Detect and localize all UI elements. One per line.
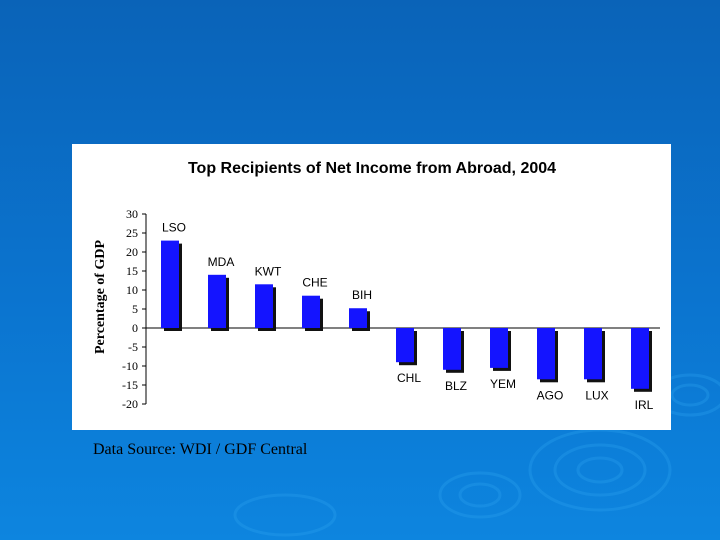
bar-chart: Top Recipients of Net Income from Abroad… [93, 160, 660, 412]
data-source-note: Data Source: WDI / GDF Central [93, 441, 308, 458]
category-label-bih: BIH [352, 288, 372, 302]
bar-yem [490, 328, 508, 368]
bar-lso [161, 240, 179, 328]
bar-bih [349, 308, 367, 328]
category-label-lso: LSO [162, 221, 186, 235]
y-tick-label: 25 [126, 226, 138, 240]
chart-title: Top Recipients of Net Income from Abroad… [188, 160, 556, 177]
bar-che [302, 295, 320, 328]
chart-panel: Top Recipients of Net Income from Abroad… [72, 144, 671, 430]
bar-ago [537, 328, 555, 380]
category-label-chl: CHL [397, 371, 421, 385]
bar-blz [443, 328, 461, 370]
bar-chl [396, 328, 414, 363]
y-tick-label: -15 [122, 378, 138, 392]
y-tick-label: 30 [126, 207, 138, 221]
y-tick-label: 10 [126, 283, 138, 297]
category-label-kwt: KWT [255, 264, 282, 278]
y-tick-label: -20 [122, 397, 138, 411]
category-label-lux: LUX [585, 388, 608, 402]
y-axis-label: Percentage of GDP [93, 240, 108, 354]
y-tick-label: 5 [132, 302, 138, 316]
y-tick-label: 0 [132, 321, 138, 335]
category-label-irl: IRL [635, 398, 654, 412]
bar-lux [584, 328, 602, 380]
bar-kwt [255, 284, 273, 328]
bar-irl [631, 328, 649, 389]
category-label-mda: MDA [208, 255, 235, 269]
category-label-che: CHE [302, 276, 327, 290]
y-tick-label: -10 [122, 359, 138, 373]
category-label-blz: BLZ [445, 379, 467, 393]
y-tick-label: 20 [126, 245, 138, 259]
category-label-ago: AGO [537, 388, 564, 402]
y-tick-label: -5 [128, 340, 138, 354]
bar-mda [208, 274, 226, 328]
category-label-yem: YEM [490, 377, 516, 391]
y-tick-label: 15 [126, 264, 138, 278]
